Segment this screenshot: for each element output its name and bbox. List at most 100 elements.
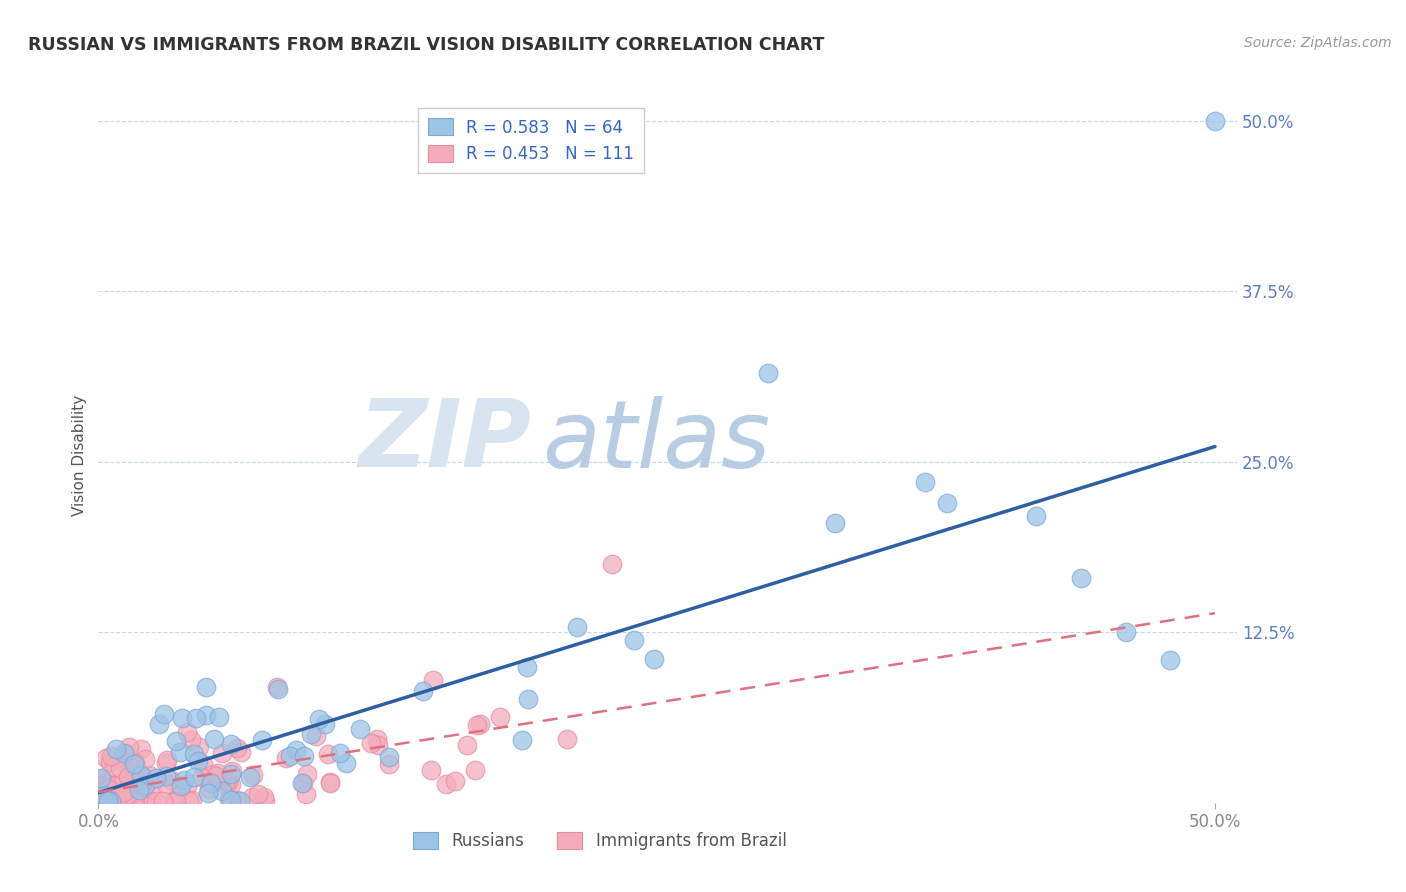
Point: [104, 794, 127, 808]
Point: [96, 794, 118, 808]
Point: [160, 773, 183, 788]
Point: [444, 773, 467, 788]
Point: [186, 711, 208, 725]
Point: [464, 764, 486, 778]
Point: [239, 770, 262, 784]
Point: [378, 750, 401, 764]
Point: [124, 794, 146, 808]
Point: [91, 789, 114, 803]
Point: [360, 736, 382, 750]
Point: [97, 794, 120, 808]
Point: [214, 778, 236, 792]
Point: [104, 794, 127, 808]
Legend: Russians, Immigrants from Brazil: Russians, Immigrants from Brazil: [406, 826, 793, 857]
Point: [96, 794, 118, 808]
Text: RUSSIAN VS IMMIGRANTS FROM BRAZIL VISION DISABILITY CORRELATION CHART: RUSSIAN VS IMMIGRANTS FROM BRAZIL VISION…: [28, 36, 824, 54]
Point: [115, 794, 138, 808]
Point: [419, 763, 441, 777]
Point: [565, 620, 588, 634]
Point: [118, 758, 141, 772]
Point: [319, 776, 342, 790]
Point: [1115, 625, 1137, 640]
Point: [165, 794, 187, 808]
Point: [129, 768, 152, 782]
Point: [204, 769, 226, 783]
Point: [134, 778, 156, 792]
Point: [295, 767, 318, 781]
Point: [155, 769, 177, 783]
Point: [100, 794, 122, 808]
Point: [187, 754, 209, 768]
Point: [118, 764, 141, 778]
Point: [247, 787, 270, 801]
Point: [242, 768, 264, 782]
Point: [211, 784, 233, 798]
Point: [193, 757, 215, 772]
Point: [253, 790, 276, 805]
Point: [231, 745, 253, 759]
Point: [349, 722, 371, 736]
Point: [200, 776, 222, 790]
Point: [90, 772, 112, 786]
Point: [163, 794, 186, 808]
Point: [104, 778, 127, 792]
Point: [211, 746, 233, 760]
Point: [105, 794, 128, 808]
Point: [115, 788, 138, 802]
Y-axis label: Vision Disability: Vision Disability: [72, 394, 87, 516]
Point: [456, 738, 478, 752]
Point: [643, 652, 665, 666]
Point: [141, 781, 163, 796]
Point: [96, 750, 118, 764]
Point: [623, 632, 645, 647]
Point: [121, 775, 143, 789]
Point: [1204, 113, 1226, 128]
Point: [94, 776, 117, 790]
Point: [97, 782, 120, 797]
Point: [183, 747, 205, 761]
Point: [266, 680, 288, 694]
Point: [115, 746, 138, 760]
Point: [120, 774, 142, 789]
Point: [173, 772, 195, 787]
Point: [135, 794, 157, 808]
Point: [117, 770, 139, 784]
Point: [131, 777, 153, 791]
Point: [219, 793, 242, 807]
Point: [128, 783, 150, 797]
Point: [100, 749, 122, 764]
Point: [278, 749, 301, 764]
Point: [1025, 509, 1047, 524]
Point: [555, 731, 578, 746]
Point: [90, 794, 112, 808]
Point: [516, 692, 538, 706]
Point: [176, 779, 198, 793]
Point: [145, 771, 167, 785]
Point: [156, 753, 179, 767]
Point: [122, 794, 145, 808]
Point: [183, 770, 205, 784]
Point: [155, 776, 177, 790]
Point: [274, 751, 297, 765]
Point: [489, 709, 512, 723]
Point: [138, 767, 160, 781]
Point: [198, 782, 221, 797]
Point: [1070, 571, 1092, 585]
Point: [118, 740, 141, 755]
Point: [167, 789, 190, 803]
Point: [179, 794, 201, 808]
Text: Source: ZipAtlas.com: Source: ZipAtlas.com: [1244, 36, 1392, 50]
Point: [284, 743, 307, 757]
Point: [155, 756, 177, 771]
Point: [240, 790, 263, 805]
Point: [219, 737, 242, 751]
Point: [191, 770, 214, 784]
Point: [136, 775, 159, 789]
Point: [291, 775, 314, 789]
Point: [434, 777, 457, 791]
Point: [366, 731, 388, 746]
Point: [756, 366, 779, 380]
Point: [176, 724, 198, 739]
Point: [139, 794, 162, 808]
Point: [104, 742, 127, 756]
